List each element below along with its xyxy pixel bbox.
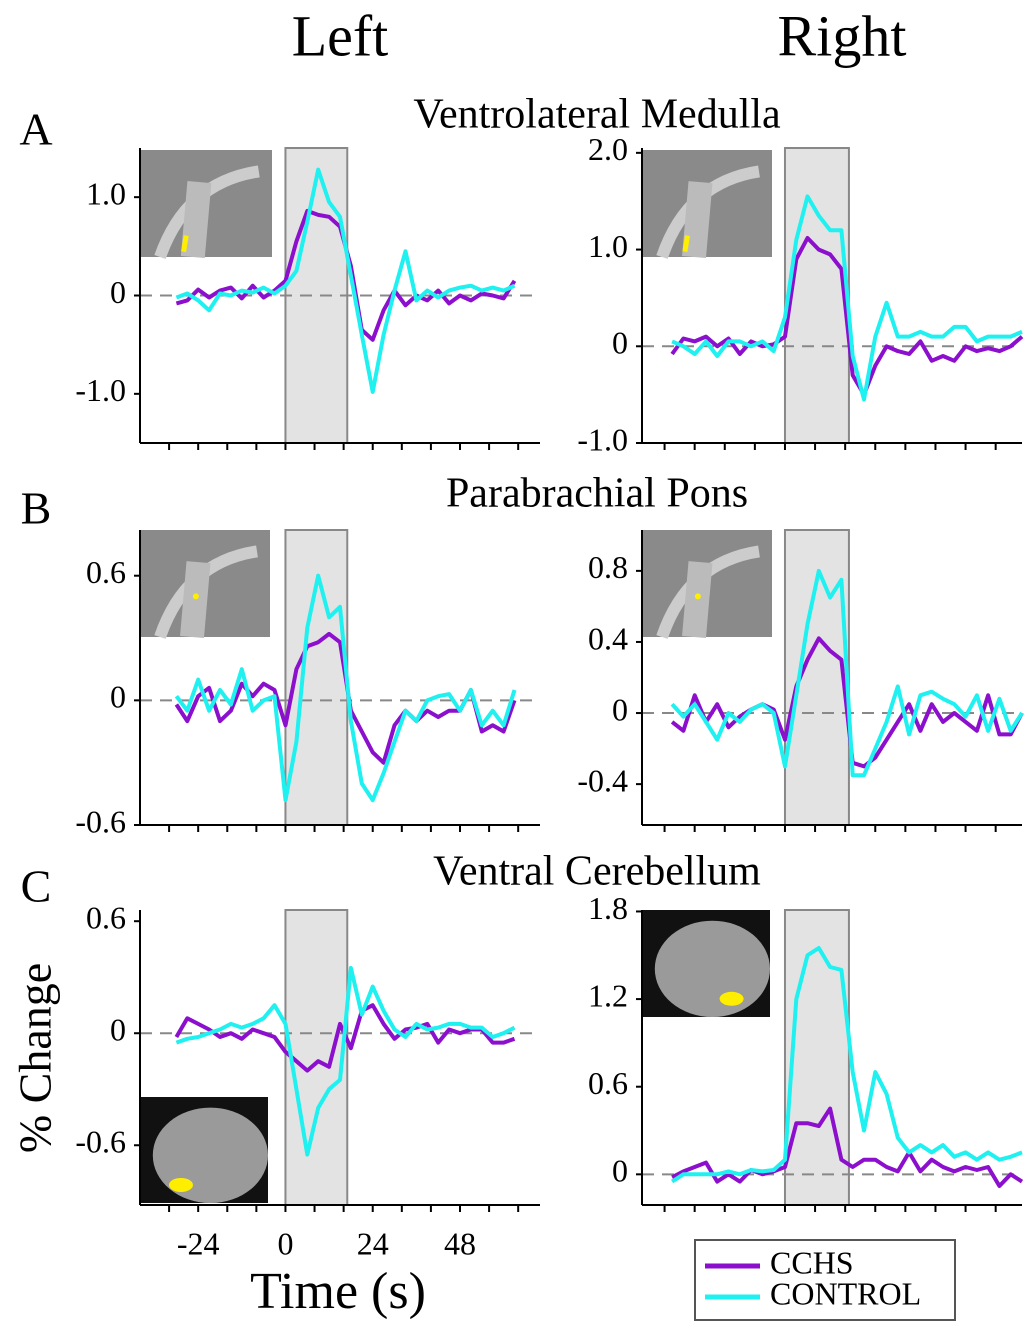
panel-title: Ventral Cerebellum	[433, 849, 761, 895]
y-tick-label: 0	[612, 1153, 628, 1189]
panel-title: Parabrachial Pons	[446, 471, 748, 517]
y-tick-label: 0.6	[86, 554, 126, 590]
panel-label: B	[21, 483, 52, 534]
y-tick-label: 0.8	[588, 549, 628, 585]
brainstem	[682, 181, 713, 259]
y-tick-label: 1.0	[588, 228, 628, 264]
brain-inset	[642, 150, 772, 259]
y-tick-label: 0	[110, 679, 126, 715]
stimulus-period	[783, 147, 850, 444]
roi	[168, 1177, 193, 1192]
series-line	[174, 573, 517, 803]
roi	[192, 593, 199, 600]
y-tick-label: 2.0	[588, 131, 628, 167]
x-tick-label: -24	[177, 1225, 220, 1261]
brain	[654, 920, 771, 1017]
series-line	[671, 194, 1023, 402]
y-axis-label: % Change	[10, 963, 61, 1153]
roi	[719, 991, 744, 1006]
brain	[152, 1107, 268, 1204]
x-axis-label: Time (s)	[250, 1263, 426, 1320]
y-tick-label: 0.6	[86, 900, 126, 936]
brainstem	[180, 181, 212, 259]
roi	[181, 235, 189, 253]
brain-inset	[140, 1097, 268, 1204]
series-line	[671, 946, 1023, 1184]
roi	[682, 235, 690, 253]
y-tick-label: -1.0	[577, 421, 628, 457]
brainstem	[682, 561, 713, 639]
y-tick-label: 0	[612, 325, 628, 361]
brainstem	[180, 561, 211, 639]
panel-label: C	[21, 861, 52, 912]
x-tick-label: 0	[277, 1225, 293, 1261]
panel-label: A	[19, 104, 52, 155]
brain-inset	[642, 910, 771, 1017]
y-tick-label: -0.6	[75, 1124, 126, 1160]
y-tick-label: -0.4	[577, 762, 628, 798]
stimulus-period	[284, 147, 349, 444]
y-tick-label: 0.6	[588, 1065, 628, 1101]
y-tick-label: -1.0	[75, 372, 126, 408]
legend-label: CCHS	[770, 1244, 854, 1280]
y-tick-label: 0	[110, 1012, 126, 1048]
panel-title: Ventrolateral Medulla	[413, 92, 781, 138]
brain-inset	[140, 150, 272, 260]
x-tick-label: 48	[444, 1225, 476, 1261]
x-tick-label: 24	[357, 1225, 389, 1261]
legend-box	[694, 1239, 956, 1321]
series-line	[175, 167, 516, 394]
series-line	[670, 568, 1024, 778]
y-tick-label: 1.0	[86, 176, 126, 212]
y-tick-label: 1.8	[588, 890, 628, 926]
y-tick-label: -0.6	[75, 803, 126, 839]
y-tick-label: 1.2	[588, 977, 628, 1013]
y-tick-label: 0	[612, 691, 628, 727]
series-line	[671, 1106, 1024, 1188]
column-heading: Left	[292, 3, 389, 68]
stimulus-period	[284, 909, 349, 1206]
series-line	[175, 965, 516, 1157]
y-tick-label: 0	[110, 274, 126, 310]
legend-label: CONTROL	[770, 1275, 921, 1311]
stimulus-period	[783, 909, 850, 1206]
y-tick-label: 0.4	[588, 620, 628, 656]
brain-inset	[642, 530, 772, 639]
roi	[694, 593, 701, 600]
column-heading: Right	[778, 3, 907, 68]
brain-inset	[140, 530, 270, 639]
